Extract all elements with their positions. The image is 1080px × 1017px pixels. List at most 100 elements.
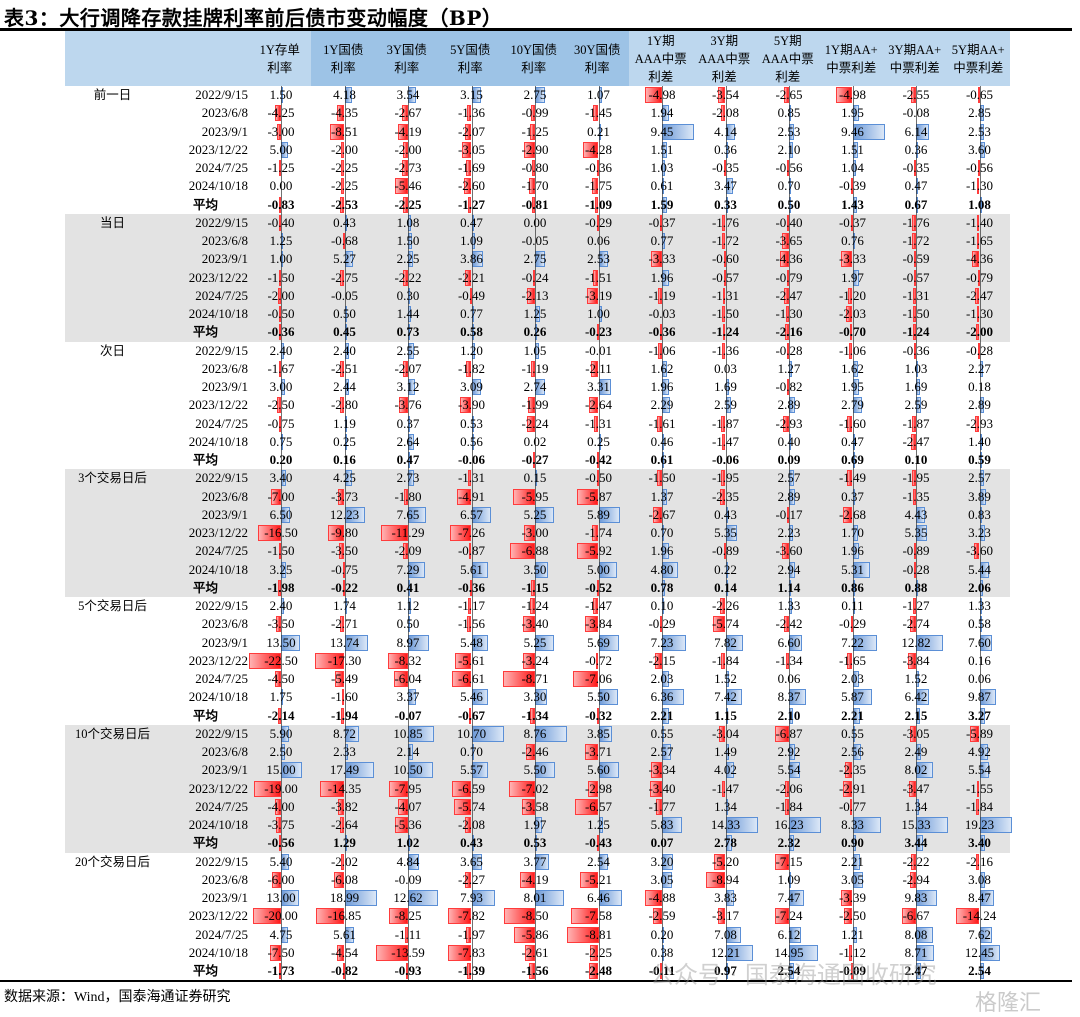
bar-axis: [725, 633, 727, 652]
bar-axis: [979, 268, 981, 287]
value-cell: 2.56: [820, 743, 884, 762]
value-cell: -1.98: [248, 578, 312, 597]
value-text: 10.50: [393, 762, 423, 778]
value-cell: -5.92: [566, 542, 630, 561]
value-cell: 4.43: [883, 505, 947, 524]
bar-axis: [789, 487, 790, 506]
value-cell: 5.27: [312, 250, 376, 269]
value-cell: -1.47: [693, 779, 757, 798]
value-text: 6.14: [904, 123, 928, 139]
value-cell: -1.50: [629, 469, 693, 488]
value-text: 0.25: [333, 433, 356, 449]
bar-axis: [344, 305, 346, 324]
bar-axis: [662, 104, 663, 123]
negative-data-bar: [850, 178, 853, 195]
value-cell: 3.40: [947, 834, 1011, 853]
negative-data-bar: [532, 160, 535, 176]
value-cell: -22.50: [248, 651, 312, 670]
value-text: 0.40: [777, 433, 801, 449]
value-cell: 3.00: [248, 378, 312, 397]
bar-axis: [471, 286, 473, 305]
bar-axis: [789, 469, 790, 488]
value-cell: 8.08: [883, 925, 947, 944]
value-cell: 2.40: [248, 597, 312, 616]
value-cell: -0.80: [502, 159, 566, 178]
value-cell: 2.10: [756, 706, 820, 725]
value-text: -2.27: [457, 871, 486, 887]
table-row: 2024/10/18 1.75 -1.60 3.37 5.46 3.30 5.50 6.36 7…: [65, 688, 1010, 707]
value-text: 4.92: [968, 744, 991, 759]
value-text: 17.49: [329, 762, 360, 778]
value-cell: -2.80: [312, 396, 376, 415]
negative-data-bar: [403, 488, 408, 505]
bar-axis: [471, 341, 473, 360]
bar-axis: [852, 542, 854, 561]
negative-data-bar: [784, 616, 789, 633]
value-text: 0.45: [333, 324, 356, 340]
bar-axis: [662, 469, 663, 488]
value-cell: 13.00: [248, 889, 312, 908]
value-cell: 0.67: [883, 195, 947, 214]
value-cell: 1.70: [820, 524, 884, 543]
bar-axis: [725, 524, 727, 543]
value-text: -1.84: [775, 798, 803, 814]
value-cell: 0.10: [629, 597, 693, 616]
bar-axis: [408, 122, 409, 141]
value-cell: -2.16: [756, 323, 820, 342]
value-cell: -2.26: [693, 597, 757, 616]
negative-data-bar: [276, 123, 281, 140]
value-cell: 5.35: [883, 524, 947, 543]
value-cell: 1.20: [439, 341, 503, 360]
value-cell: 2.89: [947, 396, 1011, 415]
value-cell: 1.15: [693, 706, 757, 725]
bar-axis: [916, 232, 917, 251]
bar-axis: [281, 159, 282, 178]
value-cell: 0.47: [820, 432, 884, 451]
bar-axis: [662, 305, 663, 324]
value-cell: -6.59: [439, 779, 503, 798]
value-text: -1.15: [521, 579, 549, 595]
bar-axis: [979, 359, 981, 378]
bar-axis: [852, 597, 854, 616]
value-text: 0.50: [396, 616, 420, 632]
value-cell: -3.60: [756, 542, 820, 561]
value-text: 5.35: [904, 525, 928, 540]
value-text: -3.00: [521, 525, 549, 540]
value-cell: -2.25: [312, 177, 376, 196]
value-cell: -7.26: [439, 524, 503, 543]
value-text: 1.02: [396, 835, 420, 851]
date-cell: 2022/9/15: [195, 214, 248, 230]
value-text: -2.60: [457, 178, 486, 194]
negative-data-bar: [524, 141, 535, 158]
negative-data-bar: [533, 452, 535, 468]
value-text: -0.03: [648, 306, 676, 321]
value-text: 1.96: [841, 543, 864, 559]
bar-axis: [598, 305, 600, 324]
value-cell: -3.76: [375, 396, 439, 415]
table-row: 2023/12/22 -1.50 -2.75 -2.22 -2.21 -0.24 -1.51…: [65, 268, 1010, 287]
value-cell: -0.35: [883, 159, 947, 178]
value-cell: -2.06: [756, 779, 820, 798]
value-cell: -0.09: [375, 870, 439, 889]
value-text: -0.43: [584, 835, 613, 851]
value-cell: 0.43: [439, 834, 503, 853]
bar-axis: [471, 378, 473, 397]
value-cell: 0.56: [439, 432, 503, 451]
negative-data-bar: [339, 616, 345, 633]
value-cell: -0.40: [756, 213, 820, 232]
value-text: 1.40: [968, 433, 991, 449]
value-text: 7.29: [396, 561, 420, 577]
value-text: 7.47: [777, 890, 801, 905]
value-text: -0.89: [711, 543, 740, 559]
value-cell: 6.12: [756, 925, 820, 944]
bar-axis: [344, 651, 346, 670]
bar-axis: [789, 323, 790, 342]
bar-axis: [598, 86, 600, 105]
value-text: 9.46: [841, 123, 864, 139]
value-cell: 0.36: [693, 140, 757, 159]
value-text: -2.55: [902, 87, 930, 102]
bar-axis: [535, 323, 536, 342]
bar-axis: [789, 305, 790, 324]
value-text: 0.22: [714, 561, 737, 577]
value-text: -1.97: [457, 926, 486, 942]
